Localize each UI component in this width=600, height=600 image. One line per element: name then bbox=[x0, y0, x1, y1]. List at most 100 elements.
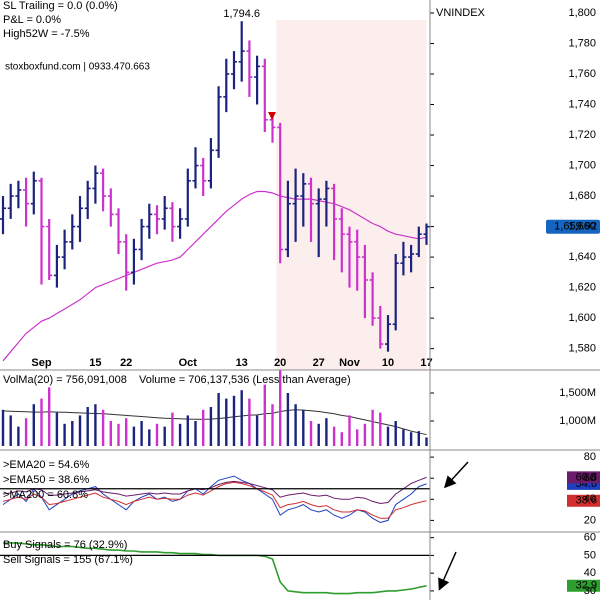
volume-bar bbox=[232, 395, 236, 446]
chart-title: VNINDEX bbox=[436, 7, 486, 19]
volume-bar bbox=[371, 409, 374, 446]
signal-arrow bbox=[268, 112, 276, 120]
volume-bar bbox=[86, 407, 89, 446]
legend-entry: >EMA20 = 54.6% bbox=[3, 459, 89, 471]
high-label: 1,794.6 bbox=[223, 8, 260, 20]
x-tick-label: 27 bbox=[313, 357, 325, 369]
volume-bar bbox=[78, 415, 82, 446]
y-tick-label: 1,000M bbox=[559, 415, 596, 427]
y-tick-label: 20 bbox=[584, 514, 596, 526]
x-tick-label: 17 bbox=[420, 357, 432, 369]
y-tick-label: 40 bbox=[584, 567, 596, 579]
volume-bar bbox=[163, 426, 166, 446]
volume-bar bbox=[248, 398, 251, 446]
volume-bar bbox=[394, 421, 397, 446]
highlight-band bbox=[276, 20, 427, 370]
volume-bar bbox=[417, 431, 420, 446]
value-badge-label: 32.9 bbox=[576, 580, 597, 592]
volume-bar bbox=[379, 412, 382, 446]
value-badge bbox=[567, 494, 600, 507]
y-tick-label: 60 bbox=[584, 532, 596, 544]
value-badge bbox=[567, 579, 600, 592]
volume-bar bbox=[63, 423, 66, 446]
y-tick-label: 1,660 bbox=[568, 220, 596, 232]
volume-bar bbox=[255, 415, 259, 446]
volume-ma bbox=[2, 409, 427, 436]
volume-bar bbox=[302, 409, 305, 446]
volume-bar bbox=[186, 415, 189, 446]
y-tick-label: 1,700 bbox=[568, 159, 596, 171]
y-tick-label: 60 bbox=[584, 472, 596, 484]
volume-bar bbox=[363, 423, 367, 446]
last-price-label: 1,659.92 bbox=[554, 221, 597, 233]
volume-bar bbox=[286, 393, 290, 446]
x-tick-label: Sep bbox=[31, 357, 51, 369]
y-tick-label: 1,720 bbox=[568, 129, 596, 141]
x-tick-label: Oct bbox=[179, 357, 198, 369]
volume-bar bbox=[55, 412, 59, 446]
x-tick-label: 15 bbox=[89, 357, 101, 369]
x-tick-label: 13 bbox=[236, 357, 248, 369]
volume-bar bbox=[24, 418, 28, 446]
y-tick-label: 30 bbox=[584, 585, 596, 597]
volume-bar bbox=[9, 415, 12, 446]
legend-entry: Buy Signals = 76 (32.9%) bbox=[3, 539, 127, 551]
annotation: P&L = 0.0% bbox=[3, 14, 61, 26]
arrow bbox=[443, 461, 469, 489]
y-tick-label: 1,620 bbox=[568, 282, 596, 294]
volume-bar bbox=[71, 421, 74, 446]
volume-bar bbox=[109, 421, 112, 446]
volume-bar bbox=[117, 423, 120, 446]
value-badge-label: 60.8 bbox=[576, 471, 597, 483]
volume-bar bbox=[240, 390, 243, 446]
annotation: High52W = -7.5% bbox=[3, 28, 90, 40]
volume-bar bbox=[263, 384, 266, 446]
y-tick-label: 1,680 bbox=[568, 190, 596, 202]
volume-bar bbox=[40, 398, 43, 446]
last-price-badge bbox=[546, 219, 600, 234]
volume-bar bbox=[125, 418, 128, 446]
arrow bbox=[438, 551, 457, 591]
volume-bar bbox=[325, 418, 328, 446]
y-tick-label: 1,600 bbox=[568, 312, 596, 324]
volume-bar bbox=[294, 404, 297, 446]
y-tick-label: 1,500M bbox=[559, 387, 596, 399]
volume-bar bbox=[32, 404, 35, 446]
volume-bar bbox=[332, 426, 336, 446]
volume-bar bbox=[178, 423, 182, 446]
x-tick-label: 22 bbox=[120, 357, 132, 369]
volume-bar bbox=[271, 404, 274, 446]
volume-bar bbox=[225, 398, 228, 446]
volume-bar bbox=[1, 409, 5, 446]
volume-bar bbox=[348, 415, 351, 446]
volume-bar bbox=[209, 407, 213, 446]
volume-bar bbox=[17, 426, 20, 446]
x-tick-label: Nov bbox=[339, 357, 361, 369]
volume-bar bbox=[386, 426, 390, 446]
volume-bar bbox=[155, 423, 159, 446]
y-tick-label: 1,780 bbox=[568, 37, 596, 49]
series-line bbox=[2, 476, 427, 505]
value-badge-label: 38.6 bbox=[576, 495, 597, 507]
volume-bar bbox=[356, 429, 359, 446]
moving-average bbox=[2, 190, 427, 362]
legend-entry: >EMA50 = 38.6% bbox=[3, 474, 89, 486]
volume-bar bbox=[48, 387, 51, 446]
legend-entry: Volume = 706,137,536 (Less than Average) bbox=[139, 374, 351, 386]
volume-bar bbox=[202, 409, 205, 446]
x-tick-label: 10 bbox=[382, 357, 394, 369]
volume-bar bbox=[140, 421, 143, 446]
x-tick-label: 20 bbox=[274, 357, 286, 369]
y-tick-label: 40 bbox=[584, 493, 596, 505]
value-badge bbox=[567, 471, 600, 484]
volume-bar bbox=[194, 421, 197, 446]
y-tick-label: 1,640 bbox=[568, 251, 596, 263]
annotation: Sell Signals = 155 (67.1%) bbox=[3, 554, 133, 566]
y-tick-label: 1,580 bbox=[568, 343, 596, 355]
volume-bar bbox=[148, 429, 151, 446]
volume-bar bbox=[340, 432, 343, 446]
volume-bar bbox=[309, 421, 313, 446]
volume-bar bbox=[279, 370, 282, 446]
volume-bar bbox=[101, 409, 105, 446]
